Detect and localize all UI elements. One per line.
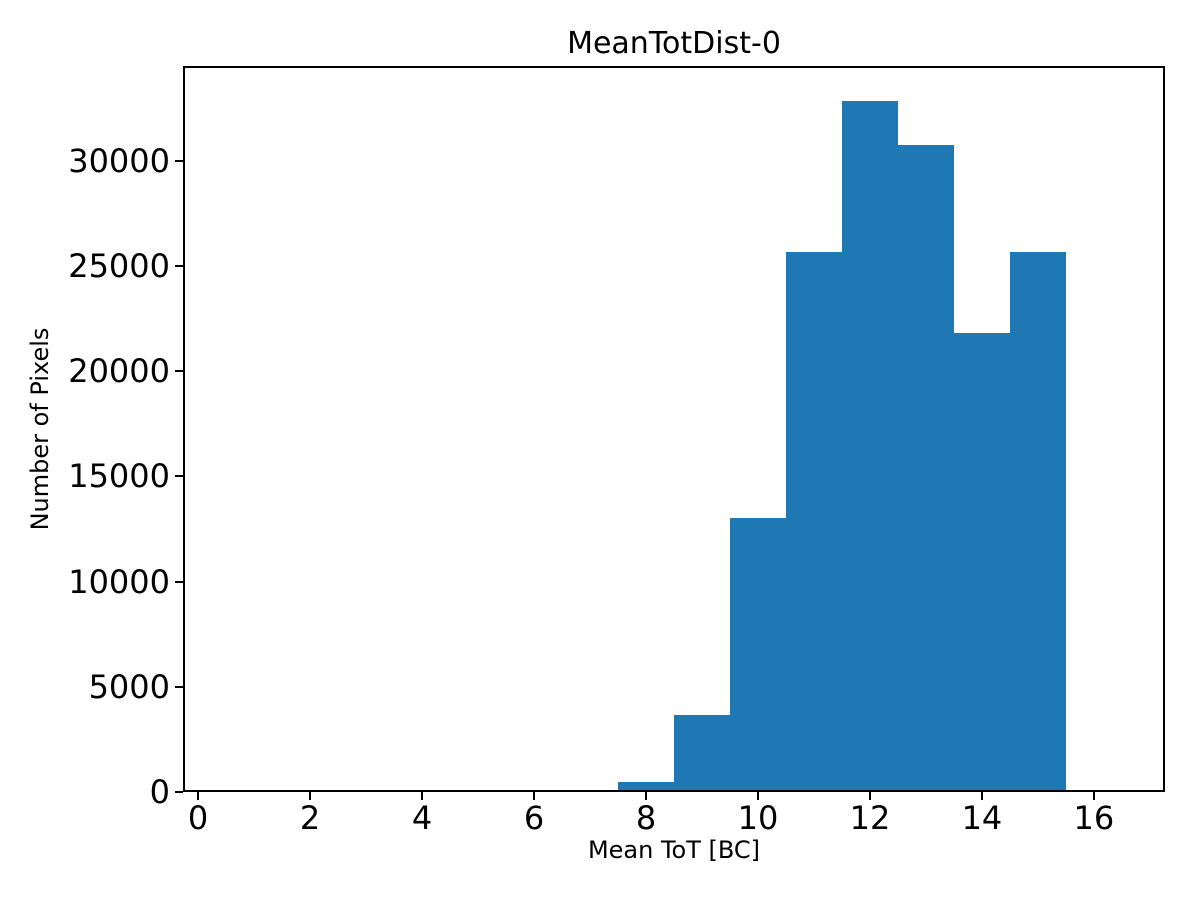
y-tick-label: 0 [149, 773, 170, 811]
histogram-bar [618, 782, 674, 792]
x-tick-label: 6 [523, 799, 545, 837]
x-tick-mark [868, 792, 871, 800]
histogram-bar [674, 714, 730, 792]
histogram-bar [953, 332, 1010, 792]
y-tick-mark [175, 159, 183, 162]
x-tick-label: 10 [737, 799, 779, 837]
histogram-bar [841, 100, 898, 792]
chart-title: MeanTotDist-0 [567, 26, 781, 61]
y-tick-mark [175, 791, 183, 793]
y-tick-label: 30000 [68, 141, 170, 180]
x-tick-label: 0 [187, 799, 209, 837]
y-tick-label: 10000 [68, 562, 170, 601]
y-tick-label: 5000 [88, 667, 170, 706]
y-tick-label: 15000 [68, 457, 170, 496]
x-tick-mark [533, 792, 536, 800]
x-tick-mark [421, 792, 424, 800]
x-tick-mark [756, 792, 759, 800]
y-tick-mark [175, 475, 183, 478]
x-tick-mark [197, 792, 200, 800]
plot-area [183, 66, 1165, 792]
x-tick-label: 2 [299, 799, 321, 837]
y-axis-label: Number of Pixels [26, 327, 54, 531]
x-tick-label: 4 [411, 799, 433, 837]
y-tick-mark [175, 370, 183, 372]
x-tick-label: 16 [1073, 799, 1115, 837]
x-tick-label: 14 [961, 799, 1003, 837]
x-tick-label: 8 [635, 799, 657, 837]
x-tick-mark [309, 792, 312, 800]
x-tick-mark [1092, 792, 1095, 800]
histogram-bar [785, 251, 842, 792]
y-tick-label: 25000 [68, 246, 170, 285]
y-tick-mark [175, 580, 183, 583]
histogram-bar [562, 790, 618, 792]
bars-layer [183, 66, 1165, 792]
x-tick-mark [645, 792, 647, 800]
histogram-bar [897, 144, 954, 792]
histogram-bar [1009, 251, 1066, 792]
y-tick-mark [175, 264, 183, 267]
y-tick-label: 20000 [68, 352, 170, 390]
y-tick-mark [175, 685, 183, 688]
x-tick-mark [980, 792, 983, 800]
x-axis-label: Mean ToT [BC] [587, 836, 761, 864]
histogram-bar [729, 517, 786, 792]
x-tick-label: 12 [849, 799, 891, 837]
